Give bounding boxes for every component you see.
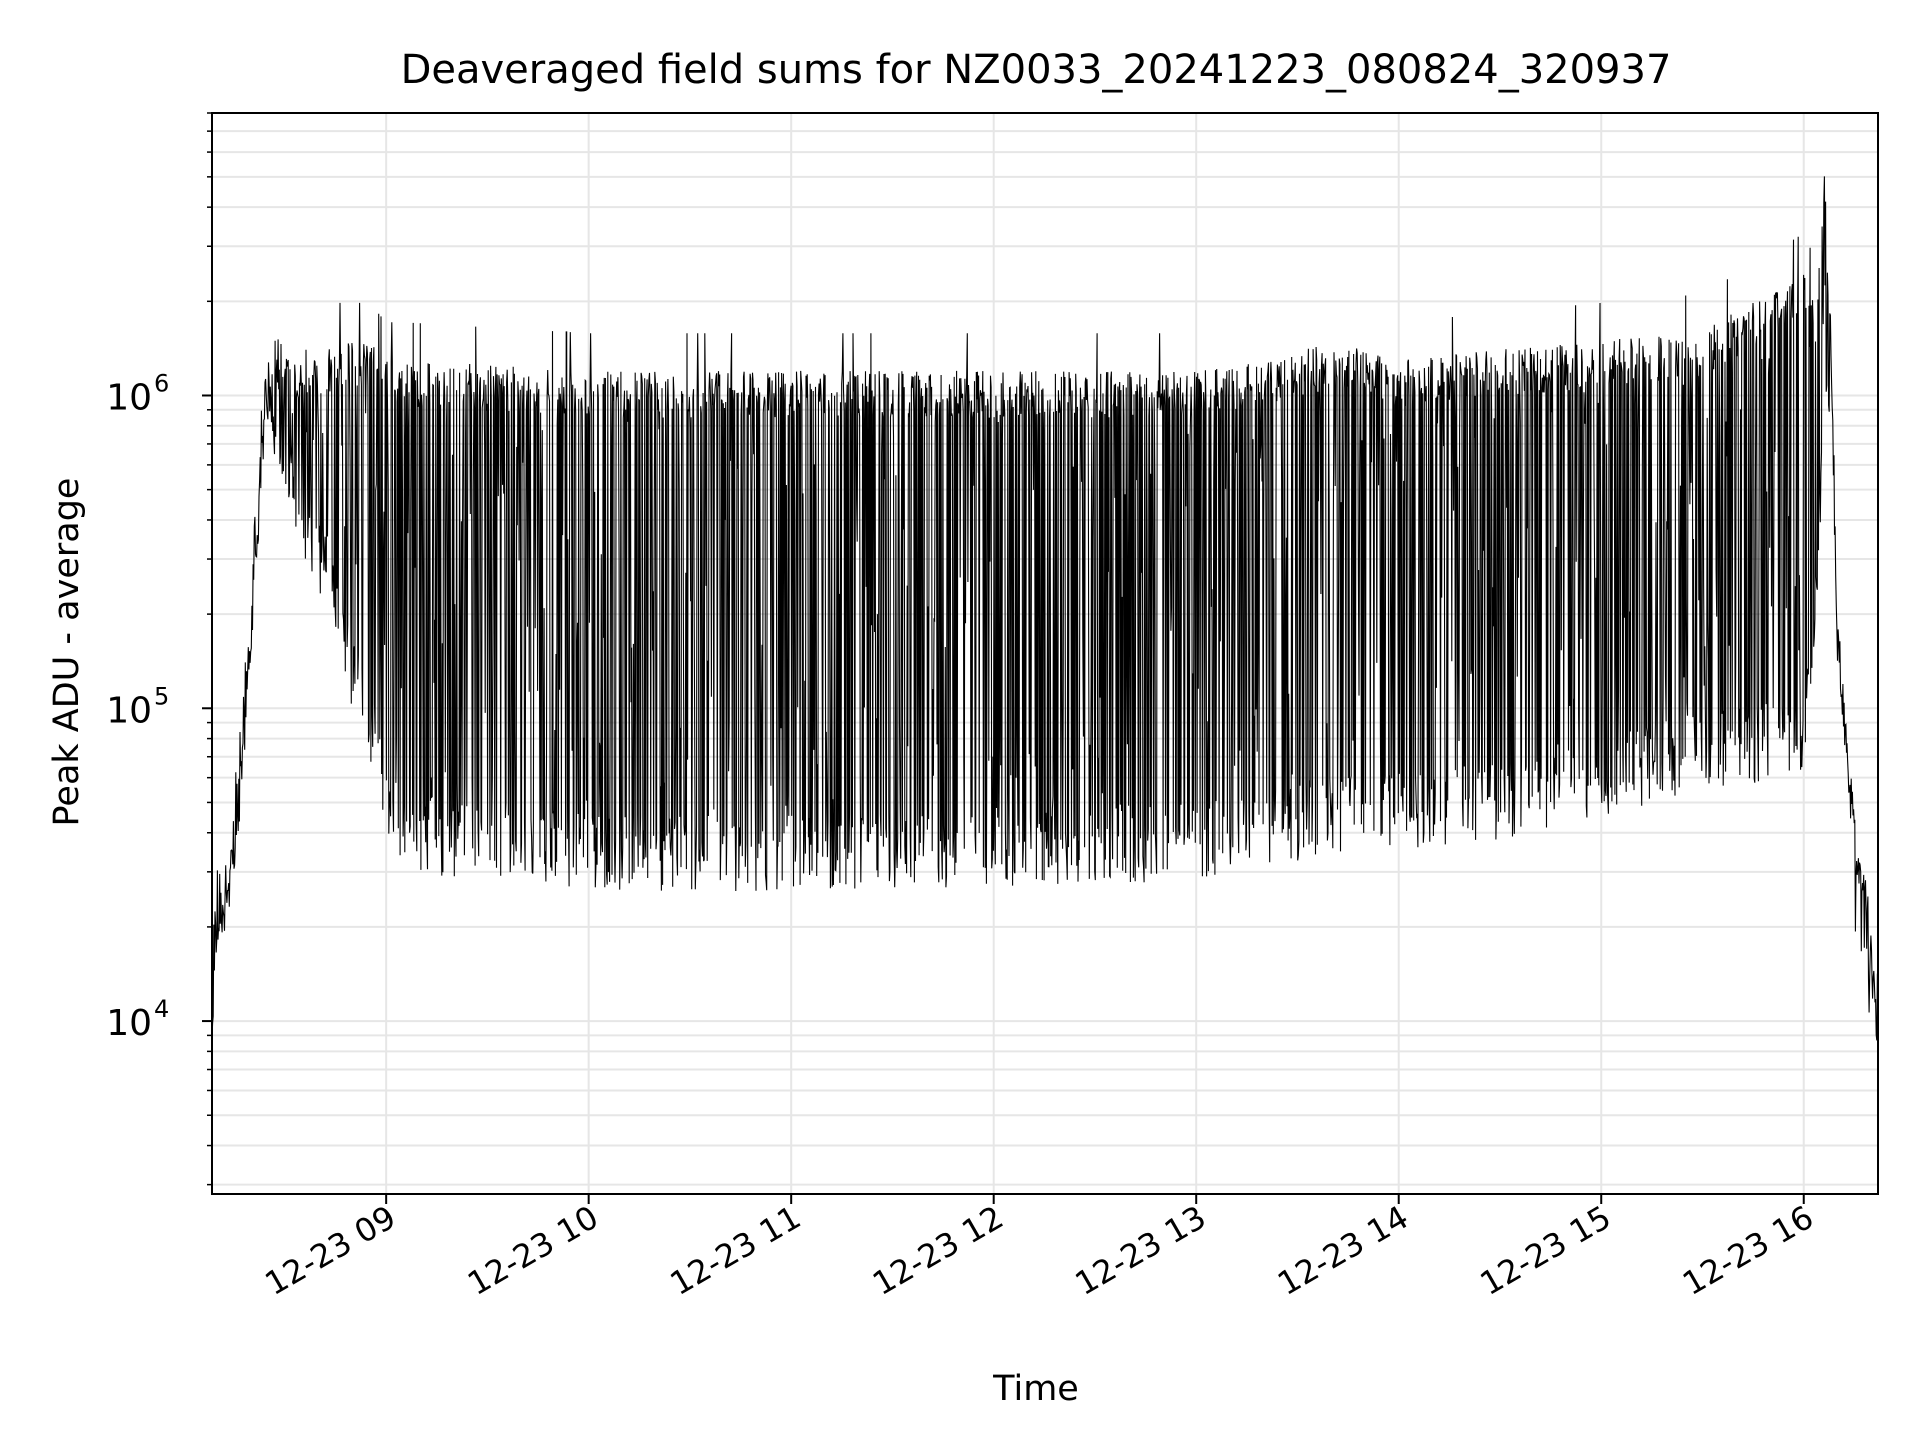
y-axis-label: Peak ADU - average (47, 478, 87, 827)
y-tick-label: 10 (106, 1003, 152, 1044)
y-tick-exponent: 5 (154, 682, 169, 710)
series-line (211, 176, 1879, 1041)
y-tick-label: 10 (106, 377, 152, 418)
x-axis-label: Time (992, 1369, 1079, 1409)
data-area (211, 176, 1879, 1041)
plot-frame (211, 112, 1879, 1195)
chart-title: Deaveraged field sums for NZ0033_2024122… (401, 47, 1672, 93)
y-tick-exponent: 6 (154, 369, 169, 397)
y-tick-exponent: 4 (154, 995, 169, 1023)
y-tick-label: 10 (106, 690, 152, 731)
